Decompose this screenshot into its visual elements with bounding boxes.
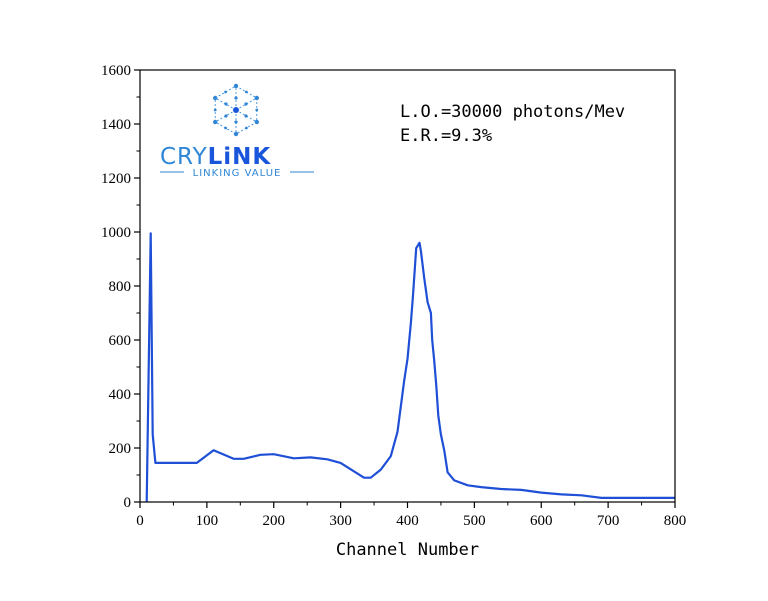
y-tick-label: 1400 — [101, 117, 131, 133]
x-axis-title: Channel Number — [336, 540, 479, 560]
annotation-energy-resolution: E.R.=9.3% — [400, 126, 492, 146]
x-tick-label: 200 — [263, 513, 286, 529]
crylink-logo: CRYLiNK LINKING VALUE — [160, 83, 314, 179]
x-tick-label: 700 — [597, 513, 620, 529]
x-tick-label: 100 — [196, 513, 219, 529]
x-tick-label: 0 — [136, 513, 144, 529]
logo-hexagon-icon — [213, 83, 259, 137]
series-line — [145, 232, 675, 503]
plot-frame — [139, 69, 676, 503]
y-tick-label: 1200 — [101, 171, 131, 187]
y-tick-label: 1000 — [101, 225, 131, 241]
tick-labels: 0 100 200 300 400 500 600 700 800 0 200 400 600 800 10… — [101, 63, 686, 529]
y-tick-label: 800 — [109, 279, 132, 295]
logo-wordmark: CRYLiNK — [160, 144, 271, 170]
annotation-light-output: L.O.=30000 photons/Mev — [400, 102, 625, 122]
y-tick-label: 200 — [109, 441, 132, 457]
y-tick-label: 600 — [109, 333, 132, 349]
x-tick-label: 400 — [396, 513, 419, 529]
x-tick-label: 800 — [664, 513, 687, 529]
logo-tagline: LINKING VALUE — [193, 168, 282, 179]
x-tick-label: 300 — [329, 513, 352, 529]
y-tick-label: 1600 — [101, 63, 131, 79]
x-tick-label: 600 — [530, 513, 553, 529]
y-tick-label: 0 — [124, 495, 132, 511]
y-tick-label: 400 — [109, 387, 132, 403]
x-tick-label: 500 — [463, 513, 486, 529]
